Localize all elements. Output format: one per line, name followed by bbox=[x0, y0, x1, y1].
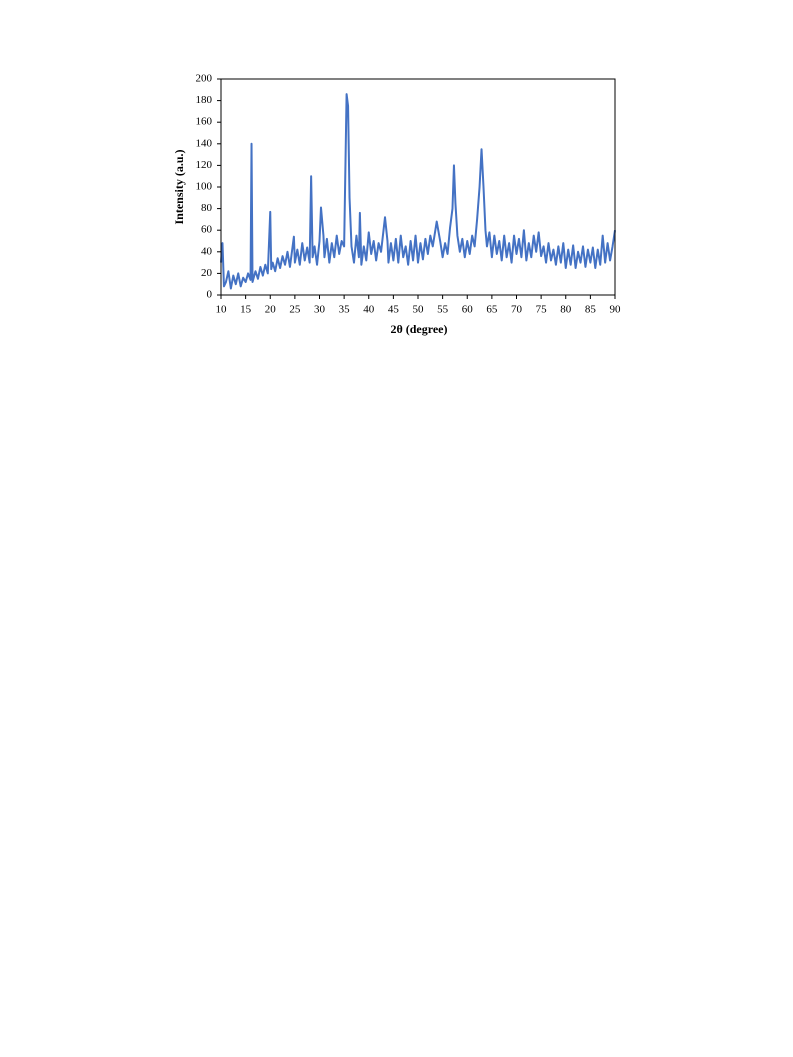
x-tick-label: 90 bbox=[610, 304, 622, 316]
data-line bbox=[220, 93, 616, 290]
y-axis-label: Intensity (a.u.) bbox=[172, 149, 186, 224]
x-tick-label: 80 bbox=[560, 304, 572, 316]
x-axis-label: 2θ (degree) bbox=[390, 322, 447, 336]
y-tick-label: 200 bbox=[196, 73, 213, 85]
x-tick-label: 85 bbox=[585, 304, 597, 316]
plot-frame bbox=[220, 78, 616, 296]
x-tick-label: 25 bbox=[289, 304, 301, 316]
x-tick-label: 15 bbox=[240, 304, 252, 316]
x-tick-label: 45 bbox=[388, 304, 400, 316]
x-tick-label: 60 bbox=[462, 304, 474, 316]
x-tick-label: 10 bbox=[216, 304, 228, 316]
y-tick-label: 40 bbox=[201, 245, 213, 257]
x-tick-label: 40 bbox=[363, 304, 375, 316]
y-tick-label: 60 bbox=[201, 224, 213, 236]
x-tick-label: 30 bbox=[314, 304, 326, 316]
y-tick-label: 80 bbox=[201, 202, 213, 214]
x-tick-label: 75 bbox=[536, 304, 548, 316]
y-tick-label: 20 bbox=[201, 267, 213, 279]
y-tick-label: 100 bbox=[196, 181, 213, 193]
y-tick-label: 0 bbox=[207, 289, 213, 301]
y-tick-label: 160 bbox=[196, 116, 213, 128]
y-tick-label: 140 bbox=[196, 137, 213, 149]
x-tick-label: 55 bbox=[437, 304, 449, 316]
x-tick-label: 35 bbox=[339, 304, 351, 316]
y-tick-label: 180 bbox=[196, 94, 213, 106]
x-tick-label: 70 bbox=[511, 304, 523, 316]
x-tick-label: 65 bbox=[486, 304, 498, 316]
y-tick-label: 120 bbox=[196, 159, 213, 171]
x-tick-label: 50 bbox=[413, 304, 425, 316]
x-tick-label: 20 bbox=[265, 304, 277, 316]
